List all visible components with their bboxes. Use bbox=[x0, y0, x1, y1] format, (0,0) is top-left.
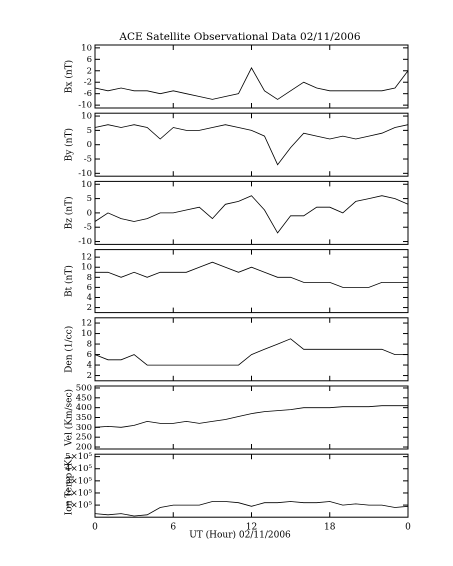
y-tick-label: 4 bbox=[87, 293, 92, 303]
y-tick-label: 10 bbox=[81, 43, 92, 53]
y-axis-label: Vel (Km/sec) bbox=[64, 389, 75, 447]
y-tick-label: -6 bbox=[84, 89, 92, 99]
panel-frame bbox=[94, 180, 409, 245]
y-tick-label: 5 bbox=[87, 194, 92, 204]
y-tick-label: 3×10⁵ bbox=[65, 476, 92, 486]
data-line bbox=[94, 124, 409, 166]
x-tick-label: 6 bbox=[170, 523, 176, 533]
y-axis-label: Den (1/cc) bbox=[64, 326, 75, 373]
y-tick-label: -10 bbox=[78, 101, 92, 111]
panel-frame bbox=[94, 44, 409, 109]
y-tick-label: 10 bbox=[81, 263, 92, 273]
y-tick-label: 0 bbox=[87, 140, 92, 150]
x-tick-label: 0 bbox=[405, 523, 411, 533]
y-tick-label: 10 bbox=[81, 329, 92, 339]
y-tick-label: -5 bbox=[84, 155, 92, 165]
y-tick-label: 400 bbox=[76, 403, 92, 413]
y-tick-label: -5 bbox=[84, 223, 92, 233]
y-tick-label: 2 bbox=[87, 66, 92, 76]
y-tick-label: 500 bbox=[76, 383, 92, 393]
y-tick-label: 6 bbox=[87, 350, 92, 360]
panel-frame bbox=[94, 249, 409, 314]
y-tick-label: 8 bbox=[87, 340, 92, 350]
y-tick-label: 0 bbox=[87, 208, 92, 218]
y-tick-label: 6 bbox=[87, 283, 92, 293]
y-tick-label: 8 bbox=[87, 273, 92, 283]
y-tick-label: 5×10⁵ bbox=[65, 452, 92, 462]
y-tick-label: 200 bbox=[76, 443, 92, 453]
y-tick-label: 2 bbox=[87, 303, 92, 313]
y-axis-label: Bt (nT) bbox=[64, 265, 75, 297]
y-tick-label: 4 bbox=[87, 361, 92, 371]
y-tick-label: 12 bbox=[81, 319, 92, 329]
y-tick-label: 10 bbox=[81, 180, 92, 190]
y-axis-label: Bz (nT) bbox=[64, 196, 75, 229]
y-tick-label: -10 bbox=[78, 169, 92, 179]
y-tick-label: 1×10⁵ bbox=[65, 501, 92, 511]
y-tick-label: 350 bbox=[76, 413, 92, 423]
y-axis-label: Ion Temp (K) bbox=[64, 456, 75, 515]
data-line bbox=[94, 67, 409, 100]
y-tick-label: 4×10⁵ bbox=[65, 464, 92, 474]
x-tick-label: 12 bbox=[246, 523, 257, 533]
panel-frame bbox=[94, 112, 409, 177]
panel-frame bbox=[94, 385, 409, 450]
data-line bbox=[94, 405, 408, 428]
y-tick-label: 10 bbox=[81, 112, 92, 122]
y-tick-label: 6 bbox=[87, 55, 92, 65]
chart-title: ACE Satellite Observational Data 02/11/2… bbox=[118, 31, 360, 43]
x-axis-label: UT (Hour) 02/11/2006 bbox=[189, 530, 291, 541]
y-tick-label: 300 bbox=[76, 423, 92, 433]
y-tick-label: 12 bbox=[81, 253, 92, 263]
x-tick-label: 0 bbox=[92, 523, 98, 533]
y-tick-label: 2×10⁵ bbox=[65, 488, 92, 498]
data-line bbox=[95, 261, 408, 288]
data-line bbox=[94, 501, 409, 517]
y-tick-label: 2 bbox=[87, 371, 92, 381]
panel-frame bbox=[94, 453, 409, 518]
data-line bbox=[94, 338, 408, 366]
y-tick-label: 250 bbox=[76, 433, 92, 443]
y-tick-label: -2 bbox=[84, 78, 92, 88]
y-tick-label: 5 bbox=[87, 126, 92, 136]
x-tick-label: 18 bbox=[324, 523, 336, 533]
y-axis-label: Bx (nT) bbox=[64, 60, 75, 93]
y-tick-label: 450 bbox=[76, 393, 92, 403]
y-axis-label: By (nT) bbox=[64, 128, 75, 161]
data-line bbox=[94, 195, 409, 234]
y-tick-label: -10 bbox=[78, 237, 92, 247]
